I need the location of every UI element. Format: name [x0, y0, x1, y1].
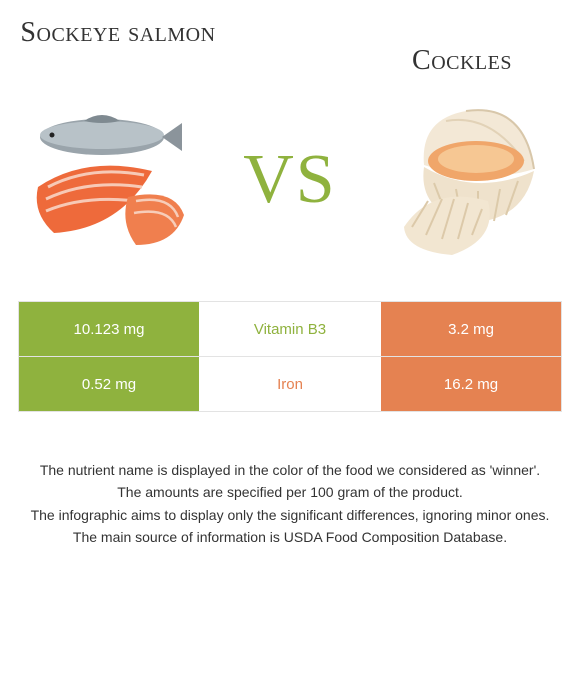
left-value-cell: 10.123 mg: [19, 302, 199, 356]
note-line: The amounts are specified per 100 gram o…: [26, 482, 554, 502]
notes: The nutrient name is displayed in the co…: [18, 460, 562, 547]
nutrient-label: Vitamin B3: [199, 302, 381, 356]
left-value-cell: 0.52 mg: [19, 357, 199, 411]
right-food-image: [386, 95, 556, 265]
cockles-icon: [386, 95, 556, 265]
left-food-image: [24, 95, 194, 265]
right-value-cell: 3.2 mg: [381, 302, 561, 356]
note-line: The nutrient name is displayed in the co…: [26, 460, 554, 480]
vs-label: VS: [243, 140, 336, 220]
salmon-icon: [24, 95, 194, 265]
note-line: The infographic aims to display only the…: [26, 505, 554, 525]
table-row: 0.52 mg Iron 16.2 mg: [19, 357, 561, 412]
images-row: VS: [18, 95, 562, 265]
header: Sockeye salmon Cockles: [18, 16, 562, 77]
right-food-title: Cockles: [362, 44, 562, 77]
note-line: The main source of information is USDA F…: [26, 527, 554, 547]
right-value-cell: 16.2 mg: [381, 357, 561, 411]
comparison-table: 10.123 mg Vitamin B3 3.2 mg 0.52 mg Iron…: [18, 301, 562, 412]
table-row: 10.123 mg Vitamin B3 3.2 mg: [19, 302, 561, 357]
nutrient-label: Iron: [199, 357, 381, 411]
left-food-title: Sockeye salmon: [18, 16, 218, 49]
